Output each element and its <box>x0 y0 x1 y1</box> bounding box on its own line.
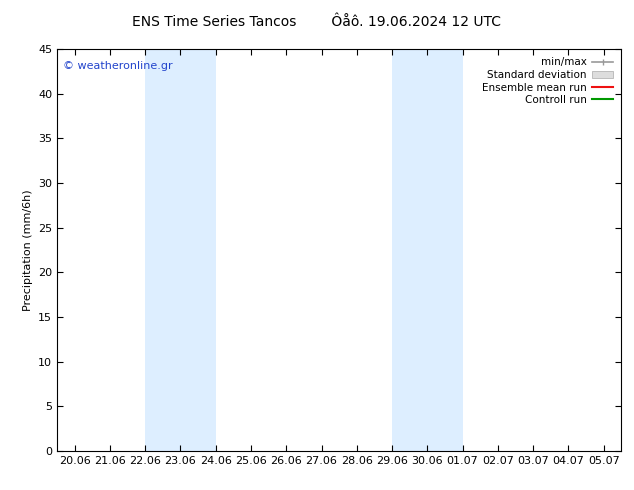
Text: ENS Time Series Tancos        Ôåô. 19.06.2024 12 UTC: ENS Time Series Tancos Ôåô. 19.06.2024 1… <box>133 15 501 29</box>
Bar <box>145 49 216 451</box>
Bar <box>392 49 463 451</box>
Y-axis label: Precipitation (mm/6h): Precipitation (mm/6h) <box>23 189 32 311</box>
Text: © weatheronline.gr: © weatheronline.gr <box>63 61 172 71</box>
Legend: min/max, Standard deviation, Ensemble mean run, Controll run: min/max, Standard deviation, Ensemble me… <box>479 54 616 108</box>
